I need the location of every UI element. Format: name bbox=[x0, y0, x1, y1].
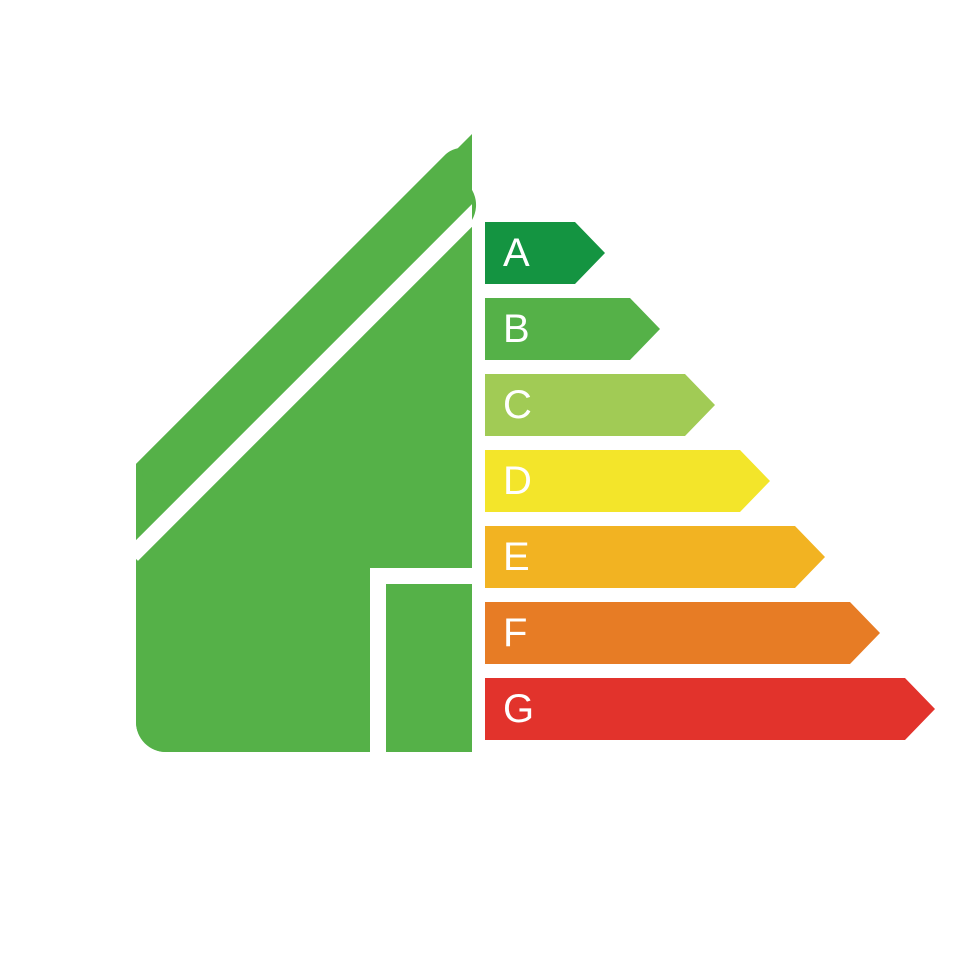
rating-bar-body: G bbox=[485, 678, 905, 740]
rating-bar-d: D bbox=[485, 450, 770, 512]
rating-bar-b: B bbox=[485, 298, 660, 360]
rating-bar-e: E bbox=[485, 526, 825, 588]
rating-label: F bbox=[485, 611, 528, 656]
rating-label: B bbox=[485, 307, 531, 352]
rating-label: D bbox=[485, 459, 533, 504]
rating-label: G bbox=[485, 687, 535, 732]
rating-bar-arrowhead bbox=[630, 298, 660, 360]
rating-bar-body: C bbox=[485, 374, 685, 436]
rating-bar-body: B bbox=[485, 298, 630, 360]
rating-bar-arrowhead bbox=[850, 602, 880, 664]
rating-bar-body: A bbox=[485, 222, 575, 284]
rating-bar-arrowhead bbox=[685, 374, 715, 436]
energy-rating-infographic: ABCDEFG bbox=[0, 0, 980, 980]
rating-bar-body: F bbox=[485, 602, 850, 664]
rating-bar-body: D bbox=[485, 450, 740, 512]
rating-bar-body: E bbox=[485, 526, 795, 588]
rating-bar-arrowhead bbox=[905, 678, 935, 740]
rating-bar-arrowhead bbox=[575, 222, 605, 284]
rating-bar-arrowhead bbox=[740, 450, 770, 512]
rating-label: C bbox=[485, 383, 533, 428]
rating-label: E bbox=[485, 535, 531, 580]
rating-bar-f: F bbox=[485, 602, 880, 664]
rating-bar-arrowhead bbox=[795, 526, 825, 588]
rating-bar-a: A bbox=[485, 222, 605, 284]
rating-label: A bbox=[485, 231, 531, 276]
rating-bar-c: C bbox=[485, 374, 715, 436]
rating-bar-g: G bbox=[485, 678, 935, 740]
